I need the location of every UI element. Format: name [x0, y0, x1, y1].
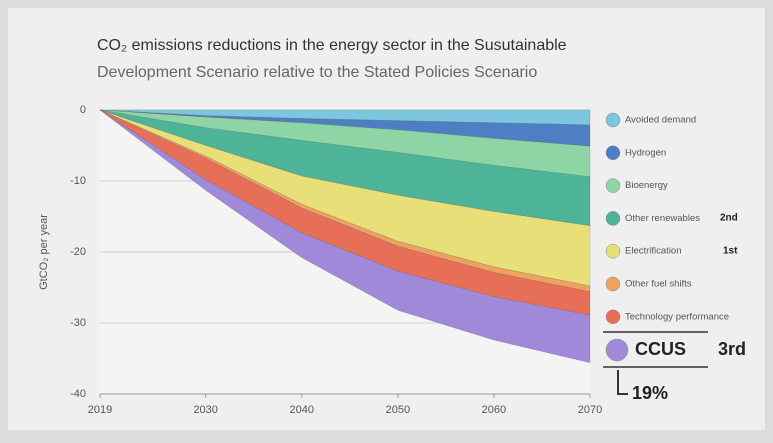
area — [99, 109, 591, 316]
y-axis-label: GtCO₂ per year — [38, 214, 50, 290]
x-tick-label: 2030 — [193, 404, 217, 416]
legend-swatch — [605, 145, 621, 161]
legend-label: Bioenergy — [625, 180, 668, 191]
y-tick-label: 0 — [80, 104, 86, 116]
bracket — [617, 370, 628, 395]
legend-swatch — [605, 112, 621, 128]
legend-label: Other renewables — [625, 213, 700, 224]
x-tick-label: 2040 — [290, 404, 314, 416]
y-tick-label: -10 — [70, 175, 86, 187]
y-tick-label: -40 — [70, 388, 86, 400]
annotation: 2nd — [720, 213, 738, 224]
y-tick-label: -30 — [70, 317, 86, 329]
x-tick-label: 2070 — [578, 404, 602, 416]
chart-subtitle: Development Scenario relative to the Sta… — [97, 64, 537, 81]
legend-label: CCUS — [635, 339, 686, 359]
legend-label: Other fuel shifts — [625, 279, 692, 290]
x-tick-label: 2050 — [386, 404, 410, 416]
annotation: 3rd — [718, 339, 746, 359]
legend-swatch — [605, 338, 629, 362]
y-tick-label: -20 — [70, 246, 86, 258]
legend-label: Electrification — [625, 246, 682, 257]
legend-swatch — [605, 276, 621, 292]
area — [99, 109, 591, 293]
annotation: 19% — [632, 383, 668, 403]
legend-label: Hydrogen — [625, 147, 666, 158]
area — [99, 109, 591, 364]
area — [99, 109, 591, 147]
chart-title: CO₂ emissions reductions in the energy s… — [97, 37, 567, 54]
legend-label: Technology performance — [625, 311, 729, 322]
area — [99, 109, 591, 126]
annotation: 1st — [723, 246, 738, 257]
legend-swatch — [605, 243, 621, 259]
x-tick-label: 2019 — [88, 404, 112, 416]
legend-swatch — [605, 309, 621, 325]
legend-swatch — [605, 211, 621, 226]
area — [99, 109, 591, 178]
x-tick-label: 2060 — [482, 404, 506, 416]
legend-swatch — [605, 178, 621, 193]
area — [99, 109, 591, 227]
legend-label: Avoided demand — [625, 115, 696, 126]
